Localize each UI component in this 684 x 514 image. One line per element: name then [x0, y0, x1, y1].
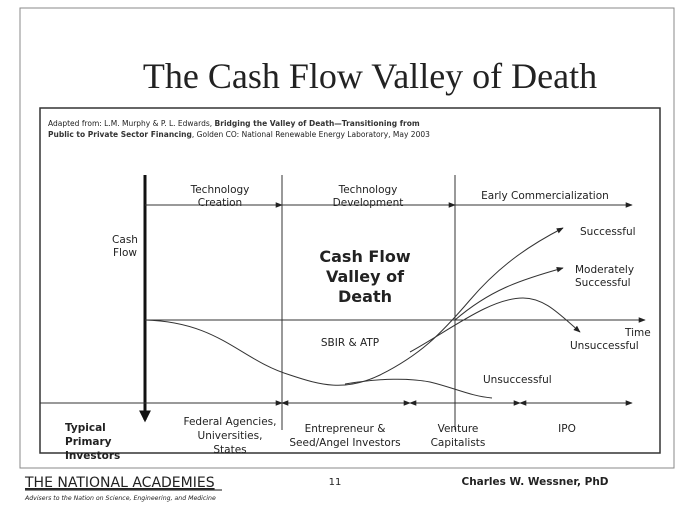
- successful-curve: [144, 227, 564, 386]
- outcome-label: Unsuccessful: [570, 340, 639, 352]
- phase-label: Early Commercialization: [481, 190, 609, 202]
- investors-label: Primary: [65, 436, 112, 448]
- footer-org: THE NATIONAL ACADEMIES: [24, 475, 215, 491]
- citation-work: Public to Private Sector Financing: [48, 130, 192, 139]
- page-number: 11: [329, 477, 342, 488]
- phase-label: Development: [333, 197, 404, 209]
- citation-suffix: , Golden CO: National Renewable Energy L…: [192, 130, 430, 139]
- citation: Public to Private Sector Financing, Gold…: [48, 130, 430, 139]
- footer-tagline: Advisers to the Nation on Science, Engin…: [24, 494, 216, 502]
- slide-title: The Cash Flow Valley of Death: [143, 56, 597, 96]
- investor-stage: IPO: [558, 423, 576, 435]
- investor-stage: Capitalists: [431, 437, 486, 449]
- investor-stage: Entrepreneur &: [305, 423, 386, 435]
- phase-label: Technology: [338, 184, 398, 196]
- moderate-curve: [454, 266, 564, 321]
- unsuccessful-curve: [409, 297, 581, 353]
- outcome-label: Moderately: [575, 264, 634, 276]
- y-axis-label: Flow: [113, 247, 137, 259]
- investor-stage: Venture: [438, 423, 479, 435]
- investors-label: Investors: [65, 450, 120, 462]
- citation-prefix: Adapted from: L.M. Murphy & P. L. Edward…: [48, 119, 215, 128]
- diagram-frame: [39, 107, 661, 454]
- investor-stage: States: [213, 444, 246, 456]
- citation-work: Bridging the Valley of Death—Transitioni…: [215, 119, 420, 128]
- outcome-label: Successful: [575, 277, 631, 289]
- phase-label: Technology: [190, 184, 250, 196]
- y-axis-label: Cash: [112, 234, 138, 246]
- investors-label: Typical: [65, 422, 106, 434]
- outcome-label: Unsuccessful: [483, 374, 552, 386]
- footer-author: Charles W. Wessner, PhD: [461, 476, 608, 488]
- x-axis-label: Time: [624, 327, 651, 339]
- valley-label: Valley of: [326, 267, 405, 286]
- valley-label: Cash Flow: [319, 247, 410, 266]
- program-label: SBIR & ATP: [321, 337, 379, 349]
- investor-stage: Seed/Angel Investors: [289, 437, 400, 449]
- outcome-label: Successful: [580, 226, 636, 238]
- unsuccessful-curve: [344, 378, 493, 399]
- investor-stage: Federal Agencies,: [184, 416, 277, 428]
- valley-label: Death: [338, 287, 392, 306]
- slide-frame: [19, 7, 675, 469]
- investor-stage: Universities,: [198, 430, 263, 442]
- phase-label: Creation: [198, 197, 242, 209]
- citation: Adapted from: L.M. Murphy & P. L. Edward…: [48, 119, 420, 128]
